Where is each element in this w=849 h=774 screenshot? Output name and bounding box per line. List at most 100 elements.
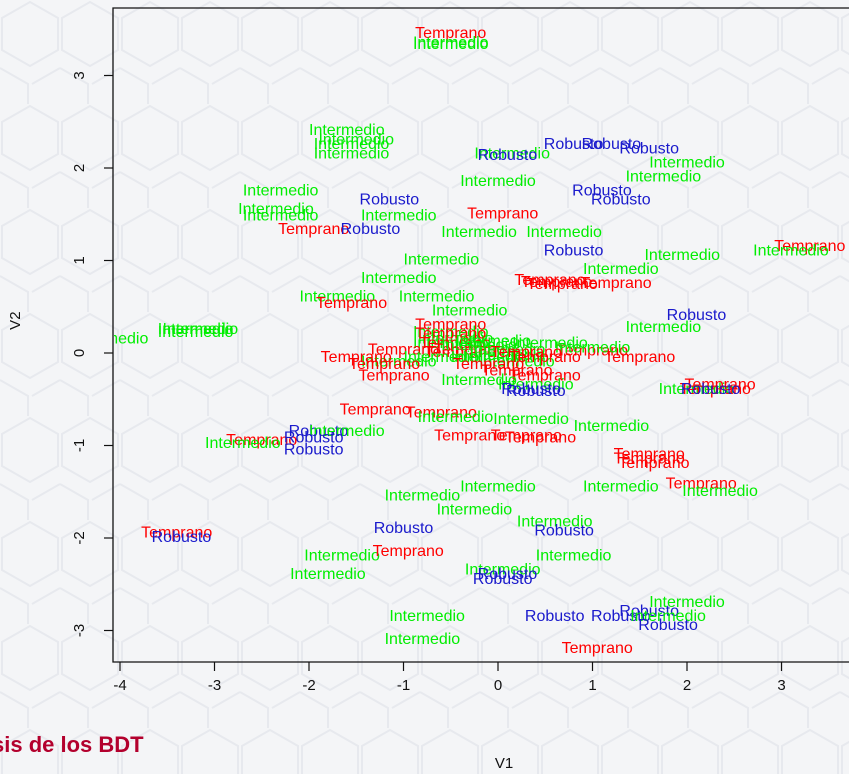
- x-tick-label: 3: [777, 677, 785, 694]
- point-label-robusto: Robusto: [534, 523, 594, 540]
- point-label-robusto: Robusto: [289, 423, 349, 440]
- point-label-intermedio: Intermedio: [441, 224, 517, 241]
- point-label-intermedio: Intermedio: [526, 224, 602, 241]
- point-label-robusto: Robusto: [374, 520, 434, 537]
- point-label-intermedio: Intermedio: [404, 349, 480, 366]
- point-label-temprano: Temprano: [527, 276, 598, 293]
- point-label-intermedio: Intermedio: [644, 247, 720, 264]
- point-label-intermedio: Intermedio: [474, 145, 550, 162]
- point-label-robusto: Robusto: [501, 381, 561, 398]
- point-label-intermedio: Intermedio: [460, 173, 536, 190]
- y-tick-label: -1: [71, 439, 88, 452]
- point-label-temprano: Temprano: [562, 640, 633, 657]
- point-label-robusto: Robusto: [525, 608, 585, 625]
- point-label-temprano: Temprano: [614, 451, 685, 468]
- point-label-intermedio: Intermedio: [470, 341, 546, 358]
- point-label-temprano: Temprano: [321, 349, 392, 366]
- point-label-robusto: Robusto: [591, 608, 651, 625]
- y-tick-label: -3: [71, 624, 88, 637]
- point-label-robusto: Robusto: [284, 441, 344, 458]
- point-label-intermedio: Intermedio: [404, 252, 480, 269]
- point-label-intermedio: Intermedio: [243, 182, 319, 199]
- point-label-intermedio: Intermedio: [304, 548, 380, 565]
- point-label-temprano: Temprano: [434, 427, 505, 444]
- point-label-intermedio: Intermedio: [385, 488, 461, 505]
- point-label-robusto: Robusto: [591, 192, 651, 209]
- x-tick-label: 2: [683, 677, 691, 694]
- point-label-temprano: Temprano: [680, 381, 751, 398]
- point-label-intermedio: Intermedio: [361, 270, 437, 287]
- point-label-intermedio: Intermedio: [470, 347, 546, 364]
- point-label-intermedio: Intermedio: [517, 513, 593, 530]
- point-label-temprano: Temprano: [415, 326, 486, 343]
- point-label-intermedio: Intermedio: [498, 377, 574, 394]
- point-label-intermedio: Intermedio: [413, 36, 489, 53]
- point-label-robusto: Robusto: [544, 242, 604, 259]
- point-label-intermedio: Intermedio: [455, 333, 531, 350]
- points-layer: TempranoIntermedioIntermedioIntermedioIn…: [73, 25, 846, 657]
- point-label-temprano: Temprano: [505, 429, 576, 446]
- x-tick-label: -2: [302, 677, 315, 694]
- y-tick-label: 2: [71, 164, 88, 172]
- point-label-intermedio: Intermedio: [318, 131, 394, 148]
- point-label-robusto: Robusto: [582, 136, 642, 153]
- point-label-temprano: Temprano: [434, 341, 505, 358]
- point-label-robusto: Robusto: [478, 566, 538, 583]
- point-label-intermedio: Intermedio: [158, 324, 234, 341]
- point-label-temprano: Temprano: [278, 221, 349, 238]
- x-tick-label: -4: [113, 677, 126, 694]
- point-label-temprano: Temprano: [420, 335, 491, 352]
- point-label-intermedio: Intermedio: [451, 349, 527, 366]
- point-label-intermedio: Intermedio: [441, 372, 517, 389]
- point-label-intermedio: Intermedio: [309, 423, 385, 440]
- point-label-temprano: Temprano: [666, 476, 737, 493]
- point-label-intermedio: Intermedio: [205, 435, 281, 452]
- point-label-robusto: Robusto: [360, 192, 420, 209]
- point-label-temprano: Temprano: [425, 344, 496, 361]
- point-label-intermedio: Intermedio: [536, 548, 612, 565]
- point-label-temprano: Temprano: [491, 427, 562, 444]
- y-tick-label: -2: [71, 531, 88, 544]
- point-label-robusto: Robusto: [619, 141, 679, 158]
- point-label-temprano: Temprano: [684, 377, 755, 394]
- point-label-intermedio: Intermedio: [583, 478, 659, 495]
- point-label-intermedio: Intermedio: [626, 168, 702, 185]
- point-label-intermedio: Intermedio: [649, 594, 725, 611]
- point-label-intermedio: Intermedio: [441, 337, 517, 354]
- point-label-intermedio: Intermedio: [413, 324, 489, 341]
- point-label-temprano: Temprano: [340, 402, 411, 419]
- point-label-temprano: Temprano: [481, 363, 552, 380]
- point-label-robusto: Robusto: [544, 136, 604, 153]
- point-label-temprano: Temprano: [618, 455, 689, 472]
- point-label-robusto: Robusto: [478, 147, 538, 164]
- point-label-intermedio: Intermedio: [399, 289, 475, 306]
- point-label-temprano: Temprano: [358, 367, 429, 384]
- point-label-temprano: Temprano: [521, 274, 592, 291]
- point-label-temprano: Temprano: [510, 349, 581, 366]
- point-label-temprano: Temprano: [373, 543, 444, 560]
- point-label-temprano: Temprano: [491, 344, 562, 361]
- point-label-temprano: Temprano: [514, 272, 585, 289]
- point-label-robusto: Robusto: [681, 381, 741, 398]
- point-label-temprano: Temprano: [141, 525, 212, 542]
- point-label-temprano: Temprano: [316, 295, 387, 312]
- point-label-temprano: Temprano: [774, 238, 845, 255]
- point-label-temprano: Temprano: [415, 316, 486, 333]
- point-label-temprano: Temprano: [510, 367, 581, 384]
- point-label-temprano: Temprano: [415, 25, 486, 42]
- point-label-intermedio: Intermedio: [555, 340, 631, 357]
- point-label-intermedio: Intermedio: [437, 501, 513, 518]
- point-label-temprano: Temprano: [406, 404, 477, 421]
- point-label-temprano: Temprano: [604, 349, 675, 366]
- plot-frame: [112, 7, 849, 663]
- point-label-robusto: Robusto: [506, 383, 566, 400]
- point-label-temprano: Temprano: [368, 341, 439, 358]
- point-label-intermedio: Intermedio: [73, 330, 149, 347]
- point-label-intermedio: Intermedio: [238, 201, 314, 218]
- point-label-intermedio: Intermedio: [361, 353, 437, 370]
- point-label-intermedio: Intermedio: [626, 319, 702, 336]
- point-label-temprano: Temprano: [453, 356, 524, 373]
- point-label-intermedio: Intermedio: [753, 242, 829, 259]
- point-label-intermedio: Intermedio: [314, 136, 390, 153]
